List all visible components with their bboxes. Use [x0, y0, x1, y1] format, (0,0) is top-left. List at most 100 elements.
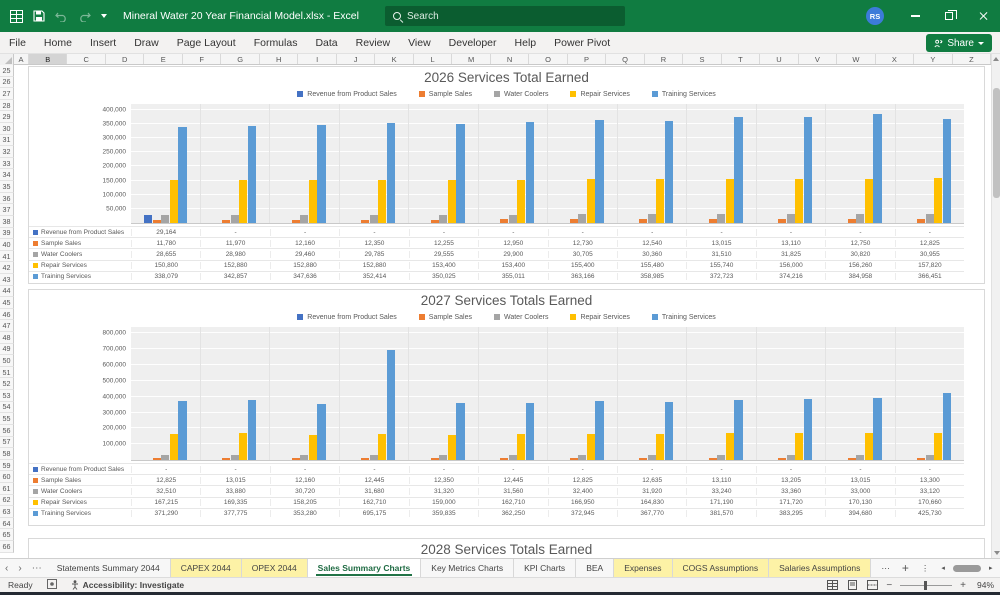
column-header-B[interactable]: B: [29, 54, 68, 64]
ribbon-tab-home[interactable]: Home: [43, 36, 72, 49]
row-header-64[interactable]: 64: [0, 517, 14, 530]
ribbon-tab-review[interactable]: Review: [355, 36, 391, 49]
select-all-button[interactable]: [0, 54, 14, 65]
ribbon-tab-page-layout[interactable]: Page Layout: [176, 36, 236, 49]
column-header-G[interactable]: G: [221, 54, 260, 64]
chart-2027-services[interactable]: 2027 Services Totals Earned Revenue from …: [28, 289, 985, 526]
column-header-L[interactable]: L: [414, 54, 453, 64]
row-header-41[interactable]: 41: [0, 250, 14, 263]
column-header-Q[interactable]: Q: [606, 54, 645, 64]
sheet-nav-ellipsis-icon[interactable]: ⋯: [31, 562, 42, 574]
ribbon-tab-file[interactable]: File: [9, 36, 26, 49]
column-header-S[interactable]: S: [683, 54, 722, 64]
row-header-42[interactable]: 42: [0, 262, 14, 274]
sheet-tab-opex-2044[interactable]: OPEX 2044: [241, 559, 308, 577]
row-header-43[interactable]: 43: [0, 273, 14, 286]
normal-view-icon[interactable]: [826, 580, 838, 590]
row-header-58[interactable]: 58: [0, 448, 14, 460]
row-header-32[interactable]: 32: [0, 146, 14, 158]
row-header-28[interactable]: 28: [0, 99, 14, 112]
zoom-slider-thumb[interactable]: [923, 580, 927, 590]
column-header-C[interactable]: C: [67, 54, 106, 64]
ribbon-tab-formulas[interactable]: Formulas: [253, 36, 298, 49]
zoom-out-icon[interactable]: −: [886, 579, 893, 591]
row-header-25[interactable]: 25: [0, 65, 14, 77]
restore-button[interactable]: [932, 0, 966, 32]
row-header-38[interactable]: 38: [0, 215, 14, 228]
sheet-tab-key-metrics-charts[interactable]: Key Metrics Charts: [421, 559, 515, 577]
row-header-39[interactable]: 39: [0, 227, 14, 240]
more-sheets-icon[interactable]: ⋯: [881, 562, 890, 573]
zoom-level[interactable]: 94%: [976, 580, 994, 590]
vertical-scrollbar-thumb[interactable]: [993, 88, 1000, 198]
new-sheet-button[interactable]: +: [901, 561, 909, 575]
spreadsheet-grid[interactable]: 25 26 27 28 29 30 31 32 33 34 35 36 37 38 39 40 41 42 43 44…: [0, 65, 991, 558]
close-button[interactable]: [966, 0, 1000, 32]
sheet-tab-kpi-charts[interactable]: KPI Charts: [514, 559, 577, 577]
row-header-37[interactable]: 37: [0, 204, 14, 216]
sheet-tab-bea[interactable]: BEA: [576, 559, 615, 577]
row-header-34[interactable]: 34: [0, 169, 14, 182]
row-header-60[interactable]: 60: [0, 471, 14, 483]
row-header-55[interactable]: 55: [0, 413, 14, 425]
sheet-tab-cogs-assumptions[interactable]: COGS Assumptions: [672, 559, 770, 577]
column-header-U[interactable]: U: [760, 54, 799, 64]
minimize-button[interactable]: [898, 0, 932, 32]
zoom-in-icon[interactable]: +: [960, 579, 966, 591]
customize-qat-caret-icon[interactable]: [101, 14, 107, 18]
row-header-26[interactable]: 26: [0, 76, 14, 89]
column-header-N[interactable]: N: [491, 54, 530, 64]
sheet-tab-salaries-assumptions[interactable]: Salaries Assumptions: [769, 559, 872, 577]
hscroll-left-icon[interactable]: ◂: [941, 565, 945, 572]
page-layout-view-icon[interactable]: [846, 580, 858, 590]
zoom-slider[interactable]: [900, 580, 953, 590]
column-header-X[interactable]: X: [876, 54, 915, 64]
column-header-V[interactable]: V: [799, 54, 838, 64]
row-header-35[interactable]: 35: [0, 181, 14, 193]
ribbon-tab-developer[interactable]: Developer: [448, 36, 497, 49]
sheet-tab-expenses[interactable]: Expenses: [614, 559, 673, 577]
row-header-57[interactable]: 57: [0, 436, 14, 449]
scroll-up-icon[interactable]: [993, 57, 999, 61]
row-header-56[interactable]: 56: [0, 424, 14, 437]
row-header-29[interactable]: 29: [0, 111, 14, 124]
column-header-I[interactable]: I: [298, 54, 337, 64]
row-header-63[interactable]: 63: [0, 506, 14, 518]
row-header-36[interactable]: 36: [0, 192, 14, 205]
row-header-62[interactable]: 62: [0, 494, 14, 507]
tab-options-icon[interactable]: ⋮: [920, 562, 930, 573]
column-header-A[interactable]: A: [14, 54, 29, 64]
row-header-40[interactable]: 40: [0, 239, 14, 251]
column-header-D[interactable]: D: [106, 54, 145, 64]
column-header-M[interactable]: M: [452, 54, 491, 64]
column-header-O[interactable]: O: [529, 54, 568, 64]
row-header-61[interactable]: 61: [0, 482, 14, 495]
column-header-J[interactable]: J: [337, 54, 376, 64]
column-header-R[interactable]: R: [645, 54, 684, 64]
row-header-50[interactable]: 50: [0, 355, 14, 367]
ribbon-tab-help[interactable]: Help: [514, 36, 537, 49]
excel-app-icon[interactable]: [10, 9, 23, 23]
accessibility-status[interactable]: Accessibility: Investigate: [82, 580, 185, 590]
row-header-27[interactable]: 27: [0, 88, 14, 100]
page-break-view-icon[interactable]: [866, 580, 878, 590]
save-icon[interactable]: [33, 10, 45, 22]
column-header-Y[interactable]: Y: [914, 54, 953, 64]
search-input[interactable]: Search: [385, 6, 625, 26]
row-header-66[interactable]: 66: [0, 540, 14, 553]
row-header-65[interactable]: 65: [0, 529, 14, 541]
macro-record-icon[interactable]: [46, 579, 57, 591]
row-header-48[interactable]: 48: [0, 332, 14, 344]
column-header-K[interactable]: K: [375, 54, 414, 64]
row-header-59[interactable]: 59: [0, 459, 14, 472]
column-header-W[interactable]: W: [837, 54, 876, 64]
ribbon-tab-draw[interactable]: Draw: [134, 36, 159, 49]
column-header-F[interactable]: F: [183, 54, 222, 64]
column-header-P[interactable]: P: [568, 54, 607, 64]
sheet-tab-capex-2044[interactable]: CAPEX 2044: [170, 559, 242, 577]
sheet-tab-sales-summary-charts[interactable]: Sales Summary Charts: [307, 559, 422, 577]
row-header-47[interactable]: 47: [0, 320, 14, 333]
row-header-53[interactable]: 53: [0, 390, 14, 402]
row-header-52[interactable]: 52: [0, 378, 14, 391]
ribbon-tab-power-pivot[interactable]: Power Pivot: [554, 36, 611, 49]
